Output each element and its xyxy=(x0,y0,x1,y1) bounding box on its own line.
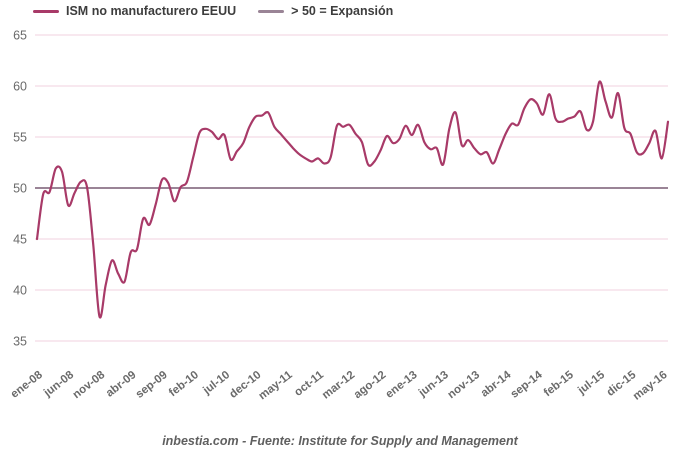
legend-label-ism: ISM no manufacturero EEUU xyxy=(66,4,237,18)
y-tick-label-35: 35 xyxy=(13,335,27,349)
x-tick-label-may-11: may-11 xyxy=(257,369,296,403)
ism-series-line xyxy=(35,80,670,319)
legend-item-ism: ISM no manufacturero EEUU xyxy=(33,4,236,18)
x-tick-label-sep-09: sep-09 xyxy=(134,369,170,401)
x-tick-label-ene-08: ene-08 xyxy=(9,369,46,401)
x-tick-label-sep-14: sep-14 xyxy=(509,369,546,401)
chart-source-text: inbestia.com - Fuente: Institute for Sup… xyxy=(162,434,518,448)
x-tick-label-feb-10: feb-10 xyxy=(167,369,201,399)
ism-line-swatch-icon xyxy=(33,9,59,13)
y-tick-label-65: 65 xyxy=(13,29,27,43)
y-tick-label-45: 45 xyxy=(13,233,27,247)
x-tick-label-ago-12: ago-12 xyxy=(352,369,389,401)
x-tick-label-jul-15: jul-15 xyxy=(575,369,607,398)
legend-item-expansion: > 50 = Expansión xyxy=(258,4,393,18)
chart-legend: ISM no manufacturero EEUU > 50 = Expansi… xyxy=(33,4,393,18)
y-tick-label-55: 55 xyxy=(13,131,27,145)
y-tick-label-40: 40 xyxy=(13,284,27,298)
x-tick-label-mar-12: mar-12 xyxy=(320,369,357,402)
y-tick-label-50: 50 xyxy=(13,182,27,196)
x-tick-label-abr-14: abr-14 xyxy=(479,369,514,400)
x-tick-label-may-16: may-16 xyxy=(631,369,670,403)
x-tick-label-ene-13: ene-13 xyxy=(384,369,420,401)
legend-label-expansion: > 50 = Expansión xyxy=(291,4,394,18)
y-tick-label-60: 60 xyxy=(13,80,27,94)
x-tick-label-jun-08: jun-08 xyxy=(41,369,76,400)
x-tick-label-nov-08: nov-08 xyxy=(71,369,108,402)
x-tick-label-abr-09: abr-09 xyxy=(104,369,139,400)
x-tick-label-nov-13: nov-13 xyxy=(446,369,483,401)
x-tick-label-jul-10: jul-10 xyxy=(200,369,232,398)
x-tick-label-feb-15: feb-15 xyxy=(542,369,577,400)
x-tick-label-jun-13: jun-13 xyxy=(416,369,451,400)
expansion-line-swatch-icon xyxy=(258,9,285,13)
